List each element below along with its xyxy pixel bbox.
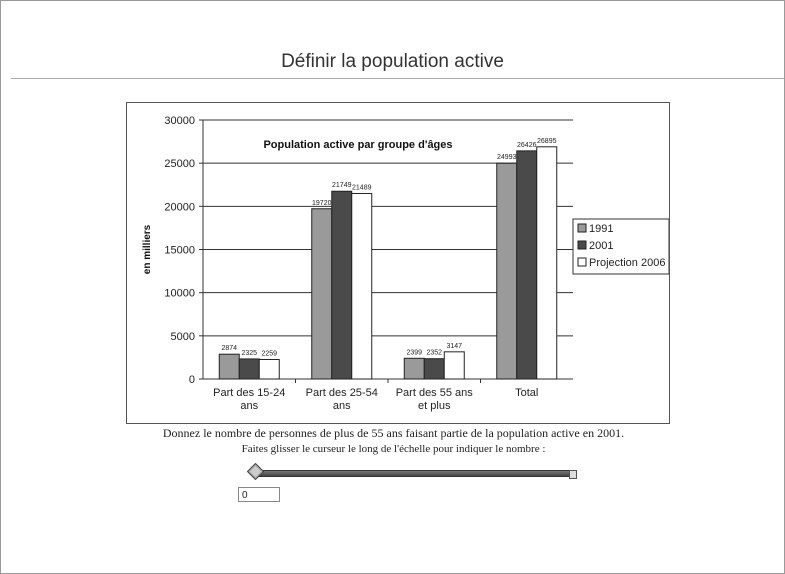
slider-track-end <box>569 470 577 479</box>
y-tick-label: 15000 <box>164 245 195 257</box>
y-tick-label: 30000 <box>164 115 195 127</box>
bar <box>351 192 373 380</box>
y-axis-label: en milliers <box>142 224 153 274</box>
bar-value-label: 2874 <box>221 345 237 352</box>
bar <box>258 358 280 380</box>
bar-value-label: 19720 <box>312 200 332 207</box>
bar-value-label: 24993 <box>497 154 517 161</box>
x-tick-label: Part des 25-54 <box>306 387 378 399</box>
x-tick-label: Part des 55 ans <box>396 387 474 399</box>
bar <box>423 358 445 380</box>
y-tick-label: 5000 <box>171 331 195 343</box>
x-tick-label: Total <box>515 387 538 399</box>
bar-value-label: 2259 <box>261 350 277 357</box>
chart-title: Population active par groupe d'âges <box>263 139 452 151</box>
question-text: Donnez le nombre de personnes de plus de… <box>162 426 625 440</box>
y-tick-label: 0 <box>189 374 195 386</box>
bar-value-label: 2352 <box>426 350 442 357</box>
legend-label: 1991 <box>589 223 613 235</box>
title-divider <box>11 78 784 79</box>
x-tick-label: ans <box>333 400 351 412</box>
bar <box>516 150 538 380</box>
legend-box <box>572 218 669 275</box>
x-tick-label: Part des 15-24 <box>213 387 285 399</box>
slider-track[interactable] <box>253 470 576 477</box>
legend-swatch <box>577 223 587 233</box>
legend-swatch <box>577 257 587 267</box>
bar <box>443 351 465 380</box>
bar <box>403 357 425 380</box>
legend-swatch <box>577 240 587 250</box>
bar <box>218 353 240 380</box>
slider-handle[interactable] <box>247 463 264 480</box>
y-tick-label: 10000 <box>164 288 195 300</box>
bar-chart: 0 5000 10000 15000 20000 25000 30000 Part des 1… <box>142 115 669 412</box>
chart-frame: 0 5000 10000 15000 20000 25000 30000 Part des 1… <box>126 102 670 424</box>
bar <box>536 146 558 380</box>
instruction-text: Faites glisser le curseur le long de l'é… <box>241 443 546 455</box>
x-tick-label: ans <box>240 400 258 412</box>
slider-value-field[interactable]: 0 <box>238 487 280 502</box>
y-tick-label: 20000 <box>164 201 195 213</box>
legend-label: 2001 <box>589 240 613 252</box>
page-title: Définir la population active <box>281 51 504 72</box>
bar <box>331 190 353 380</box>
bar-value-label: 3147 <box>446 343 462 350</box>
legend-label: Projection 2006 <box>589 257 665 269</box>
y-tick-label: 25000 <box>164 158 195 170</box>
bar-value-label: 26895 <box>537 138 557 145</box>
bar <box>238 358 260 380</box>
bar-value-label: 21489 <box>352 184 372 191</box>
bar <box>496 162 518 380</box>
bar-value-label: 2325 <box>241 350 257 357</box>
bar-value-label: 26426 <box>517 142 537 149</box>
bar-value-label: 2399 <box>406 349 422 356</box>
x-tick-label: et plus <box>418 400 451 412</box>
bar <box>311 208 333 380</box>
bar-value-label: 21749 <box>332 182 352 189</box>
